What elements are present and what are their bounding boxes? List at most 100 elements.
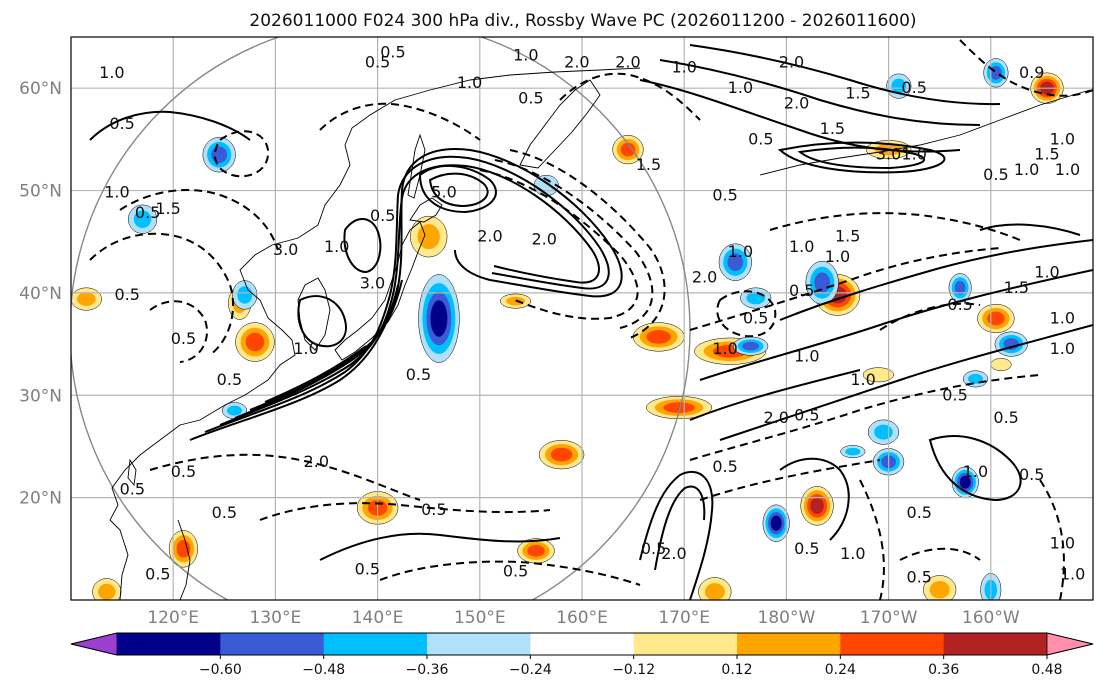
blob-36-level-1	[133, 210, 152, 228]
contour-label-75: 0.5	[217, 370, 242, 389]
solid-wave-4	[689, 369, 861, 421]
blob-31-level-2	[727, 253, 744, 272]
contour-label-15: 1.0	[513, 45, 538, 64]
x-tick-label-8: 160°W	[962, 608, 1020, 628]
contour-label-38: 1.0	[1050, 309, 1075, 328]
coastline-kamchatka	[519, 79, 601, 169]
solid-north-3	[689, 44, 1001, 106]
colorbar-extend-low	[70, 632, 118, 656]
contour-label-26: 3.0	[876, 145, 901, 164]
contour-label-17: 2.0	[564, 53, 589, 72]
contour-label-19: 1.0	[671, 58, 696, 77]
dashed-wave-2	[689, 374, 1041, 461]
contour-label-43: 0.5	[789, 281, 814, 300]
shaded-blob-23	[733, 336, 769, 356]
x-tick-label-4: 160°E	[556, 608, 608, 628]
contour-label-64: 0.5	[712, 457, 737, 476]
dashed-jet-1	[479, 169, 639, 320]
colorbar: −0.60 −0.48 −0.36 −0.24 −0.12 0.12 0.24 0.36 0.4…	[70, 632, 1094, 678]
y-tick-label-1: 30°N	[19, 386, 62, 406]
blob-13-level-3	[810, 497, 824, 514]
colorbar-outline	[70, 632, 1094, 656]
colorbar-extend-high	[1046, 632, 1094, 656]
x-axis-ticks: 120°E 130°E 140°E 150°E 160°E 170°E 180°W 170°W…	[147, 608, 1020, 628]
contour-label-20: 1.0	[728, 78, 753, 97]
colorbar-tick-label-0: −0.60	[199, 662, 242, 678]
colorbar-tick-label-6: 0.24	[825, 662, 856, 678]
shaded-blob-15	[698, 577, 732, 600]
colorbar-box-6	[737, 633, 841, 655]
coastline-asia	[109, 67, 641, 600]
shaded-blob-16	[923, 575, 957, 600]
contour-label-68: 0.5	[355, 559, 380, 578]
solid-se-2	[979, 223, 1081, 236]
shaded-blob-7	[410, 215, 448, 258]
dashed-ne-1	[879, 302, 981, 331]
coastline-aleutians	[759, 89, 1091, 176]
blob-27-level-1	[967, 373, 983, 384]
dashed-sw-1	[149, 453, 421, 501]
blob-20-level-1	[98, 583, 116, 600]
colorbar-box-7	[840, 633, 945, 655]
contour-label-49: 1.5	[636, 155, 661, 174]
contour-labels: 3.0 2.0 2.0 5.0 3.0 1.5 1.0 0.5 1.0 0.5 0.5 0.5 0.5 0…	[99, 42, 1085, 586]
contour-label-72: 0.5	[171, 462, 196, 481]
coastline-sakhalin	[407, 133, 426, 199]
dashed-jet-2	[494, 159, 654, 329]
contour-label-54: 0.5	[942, 385, 967, 404]
dashed-wave-4	[769, 212, 1021, 241]
jet-contour-outer	[189, 148, 623, 441]
blob-9-level-2	[245, 332, 265, 352]
contour-label-25: 0.5	[748, 129, 773, 148]
contour-label-62: 1.0	[1060, 564, 1085, 583]
contour-label-0: 3.0	[360, 274, 385, 293]
blob-11-level-2	[550, 447, 573, 462]
contour-label-50: 0.5	[712, 186, 737, 205]
contour-label-10: 0.5	[114, 285, 139, 304]
dashed-se-3	[899, 547, 981, 561]
jet-contour-5	[249, 279, 403, 411]
blob-40-level-2	[954, 280, 966, 295]
shaded-blob-20	[92, 578, 122, 600]
contour-label-56: 0.5	[1019, 465, 1044, 484]
contour-label-55: 0.5	[993, 408, 1018, 427]
colorbar-tick-label-2: −0.36	[406, 662, 449, 678]
shaded-blob-30	[762, 504, 790, 542]
shaded-blob-1	[646, 396, 713, 420]
dashed-se-1	[859, 479, 885, 600]
contour-label-40: 1.5	[835, 227, 860, 246]
contour-label-31: 0.5	[901, 78, 926, 97]
y-axis-ticks: 20°N 30°N 40°N 50°N 60°N	[19, 79, 62, 508]
solid-w-2	[297, 295, 347, 348]
blob-16-level-1	[929, 581, 950, 599]
x-tick-label-5: 170°E	[658, 608, 710, 628]
blob-29-level-3	[959, 475, 971, 489]
dashed-wave-3	[699, 459, 881, 501]
colorbar-tick-label-4: −0.12	[612, 662, 655, 678]
shaded-blob-28	[867, 419, 900, 445]
contour-label-51: 1.0	[850, 370, 875, 389]
closed-contour-a	[418, 164, 497, 214]
contour-label-57: 1.0	[963, 462, 988, 481]
contour-label-58: 0.5	[907, 503, 932, 522]
jet-contour-4	[234, 284, 399, 419]
contour-label-2: 2.0	[531, 230, 556, 249]
colorbar-tick-label-5: 0.12	[721, 662, 752, 678]
contour-label-3: 5.0	[431, 183, 456, 202]
contour-label-22: 2.0	[779, 53, 804, 72]
dashed-w-3	[149, 300, 208, 363]
contour-label-28: 0.5	[983, 165, 1008, 184]
shaded-blob-8	[612, 135, 644, 165]
contour-label-27: 1.0	[901, 145, 926, 164]
colorbar-tick-label-7: 0.36	[928, 662, 959, 678]
contour-label-16: 0.5	[518, 88, 543, 107]
shaded-blob-33	[418, 274, 460, 363]
shaded-blob-42	[840, 445, 866, 458]
blob-1-level-2	[663, 402, 695, 413]
map-panel: 3.0 2.0 2.0 5.0 3.0 1.5 1.0 0.5 1.0 0.5 0.5 0.5 0.5 0…	[70, 36, 1094, 601]
contour-label-63: 1.0	[1050, 534, 1075, 553]
jet-contour-3	[219, 164, 600, 426]
shaded-blob-21	[862, 367, 894, 383]
contour-label-29: 1.5	[1034, 145, 1059, 164]
